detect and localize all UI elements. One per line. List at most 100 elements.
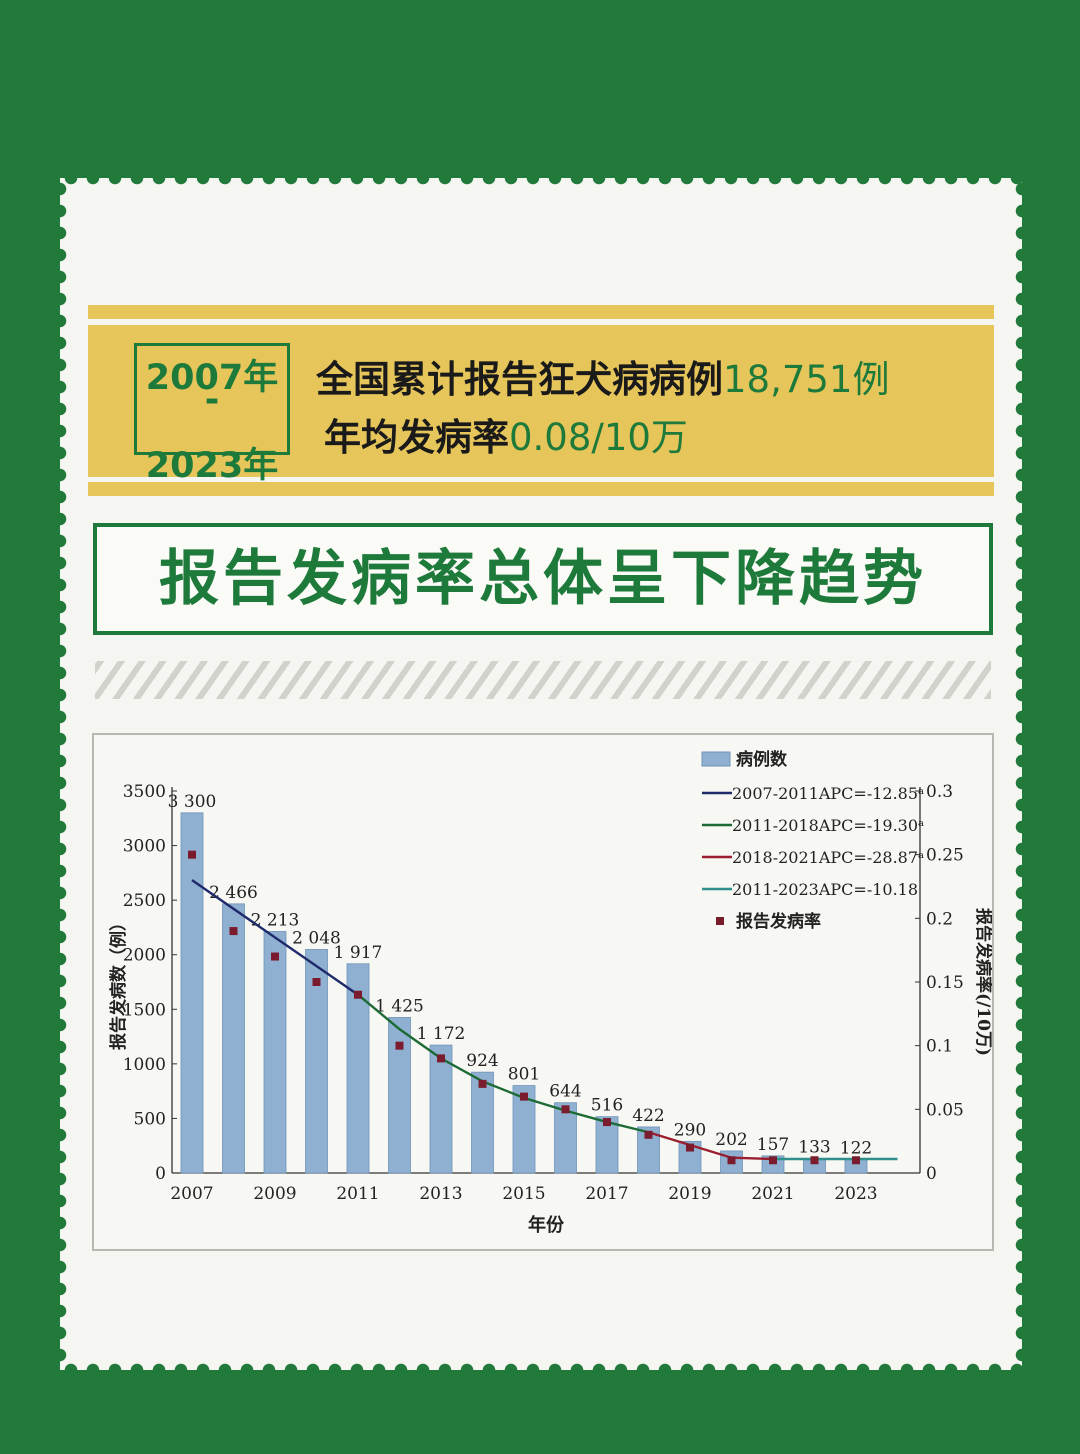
rate-marker xyxy=(727,1156,736,1165)
y-tick-label: 2000 xyxy=(123,946,166,966)
total-cases-value: 18,751例 xyxy=(723,358,890,401)
bar xyxy=(388,1017,411,1174)
legend-label: 报告发病率 xyxy=(736,911,821,932)
rate-marker xyxy=(188,850,196,859)
y-tick-label: 1500 xyxy=(123,1000,166,1020)
x-tick-label: 2009 xyxy=(253,1184,296,1204)
x-tick-label: 2013 xyxy=(419,1184,462,1204)
y2-tick-label: 0 xyxy=(926,1164,937,1184)
x-axis-title: 年份 xyxy=(528,1214,565,1236)
rate-marker xyxy=(769,1156,777,1165)
bar xyxy=(222,903,245,1174)
x-tick-label: 2017 xyxy=(585,1184,628,1204)
rate-marker xyxy=(686,1143,694,1152)
bar xyxy=(554,1102,577,1174)
total-cases-label: 全国累计报告狂犬病病例 xyxy=(316,358,723,401)
bar-value-label: 1 917 xyxy=(334,943,383,963)
card-edge-right xyxy=(1012,178,1022,1370)
legend-label: 2011-2018APC=-19.30ᵃ xyxy=(732,816,924,835)
headline: 报告发病率总体呈下降趋势 xyxy=(93,523,993,635)
bar xyxy=(471,1071,494,1174)
rate-marker xyxy=(437,1054,445,1063)
legend-label: 2011-2023APC=-10.18 xyxy=(732,880,918,899)
bar xyxy=(429,1044,453,1174)
avg-rate-line: 年均发病率0.08/10万 xyxy=(324,407,688,461)
rate-marker xyxy=(603,1118,611,1127)
card-edge-left xyxy=(60,178,70,1370)
y2-tick-label: 0.1 xyxy=(926,1037,953,1057)
bar-value-label: 924 xyxy=(466,1051,498,1071)
x-tick-label: 2023 xyxy=(834,1184,877,1204)
bar-value-label: 2 048 xyxy=(292,928,341,948)
rate-marker xyxy=(271,952,279,961)
rate-marker xyxy=(561,1105,570,1114)
rate-marker xyxy=(229,927,238,936)
bar xyxy=(263,931,287,1174)
apc-trend-line xyxy=(648,1131,774,1161)
year-end: 2023年 xyxy=(145,446,279,486)
bar-value-label: 202 xyxy=(715,1130,747,1150)
bar xyxy=(512,1085,536,1174)
rate-marker xyxy=(312,978,321,986)
bar-value-label: 1 425 xyxy=(375,996,424,1016)
bar-value-label: 422 xyxy=(632,1106,664,1126)
y2-tick-label: 0.2 xyxy=(926,909,953,929)
legend-label: 病例数 xyxy=(736,749,788,770)
rate-marker xyxy=(644,1130,653,1139)
bar xyxy=(678,1140,702,1174)
bar xyxy=(637,1126,660,1174)
y2-tick-label: 0.3 xyxy=(926,782,953,802)
y-axis-title: 报告发病数（例） xyxy=(108,914,129,1050)
x-tick-label: 2011 xyxy=(336,1184,379,1204)
bar-value-label: 1 172 xyxy=(417,1024,466,1044)
legend-swatch-marker xyxy=(716,917,724,925)
chart-frame: 0 500 1000 1500 2000 2500 3000 3500 0 0.05 0.1 0.15… xyxy=(92,733,994,1251)
y-tick-label: 3000 xyxy=(123,837,166,857)
y-tick-label: 3500 xyxy=(123,782,166,802)
bar-value-label: 801 xyxy=(508,1065,540,1085)
rate-marker xyxy=(852,1156,860,1165)
rate-marker xyxy=(395,1041,404,1050)
bar-value-label: 2 466 xyxy=(209,883,258,903)
incidence-chart: 0 500 1000 1500 2000 2500 3000 3500 0 0.05 0.1 0.15… xyxy=(108,749,992,1236)
total-cases-line: 全国累计报告狂犬病病例18,751例 xyxy=(316,349,889,403)
bar-value-label: 133 xyxy=(798,1137,830,1157)
y2-axis-title: 报告发病率(/10万) xyxy=(973,908,992,1056)
rate-marker xyxy=(810,1156,819,1165)
bar xyxy=(180,812,204,1174)
bar xyxy=(346,963,370,1174)
y-tick-label: 1000 xyxy=(123,1055,166,1075)
x-tick-label: 2007 xyxy=(170,1184,213,1204)
x-tick-label: 2019 xyxy=(668,1184,711,1204)
legend-swatch-bar xyxy=(701,751,731,767)
rate-marker xyxy=(478,1079,487,1088)
bar-value-label: 122 xyxy=(840,1139,872,1159)
rate-marker xyxy=(354,990,362,999)
rate-marker xyxy=(520,1092,528,1101)
bar xyxy=(595,1116,619,1174)
y-tick-label: 0 xyxy=(155,1164,166,1184)
bar-value-label: 157 xyxy=(757,1135,789,1155)
avg-rate-label: 年均发病率 xyxy=(324,416,509,459)
bar-value-label: 3 300 xyxy=(168,792,217,812)
x-tick-label: 2021 xyxy=(751,1184,794,1204)
bar-value-label: 290 xyxy=(674,1120,706,1140)
bar-value-label: 516 xyxy=(591,1096,623,1116)
year-range-box: 2007年 - 2023年 xyxy=(134,343,290,486)
legend-label: 2007-2011APC=-12.85ᵃ xyxy=(732,784,924,803)
y-tick-label: 2500 xyxy=(123,891,166,911)
x-tick-label: 2015 xyxy=(502,1184,545,1204)
bar-value-label: 644 xyxy=(549,1082,581,1102)
bar xyxy=(305,949,328,1174)
y2-tick-label: 0.05 xyxy=(926,1100,964,1120)
apc-trend-line xyxy=(357,993,649,1134)
gold-divider-bottom xyxy=(88,482,994,496)
y-tick-label: 500 xyxy=(134,1109,166,1129)
y2-tick-label: 0.15 xyxy=(926,973,964,993)
avg-rate-value: 0.08/10万 xyxy=(509,416,688,459)
apc-trend-line xyxy=(191,879,359,996)
legend-label: 2018-2021APC=-28.87ᵃ xyxy=(732,848,924,867)
decorative-stripes xyxy=(95,661,991,699)
gold-divider-top xyxy=(88,305,994,319)
y2-tick-label: 0.25 xyxy=(926,846,964,866)
